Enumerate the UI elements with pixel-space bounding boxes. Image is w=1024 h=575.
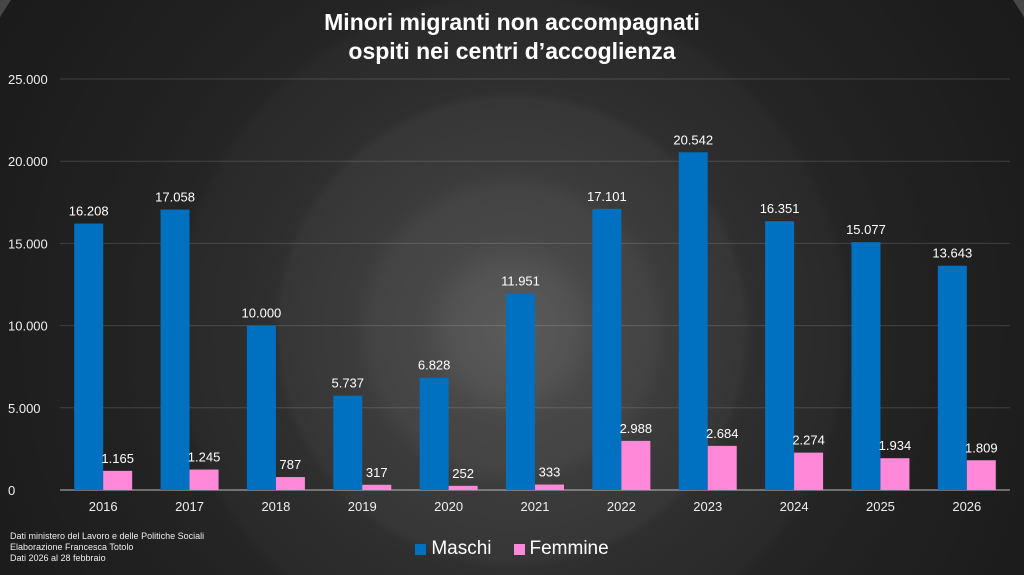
bar-maschi — [851, 242, 881, 490]
x-tick-label: 2025 — [866, 499, 895, 514]
x-tick-label: 2017 — [175, 499, 204, 514]
x-tick-label: 2016 — [89, 499, 118, 514]
bar-maschi — [333, 395, 363, 490]
x-tick-label: 2026 — [952, 499, 981, 514]
data-label-femmine: 2.988 — [620, 421, 653, 436]
bar-femmine — [275, 477, 305, 490]
data-label-femmine: 1.809 — [965, 440, 998, 455]
data-label-femmine: 1.245 — [188, 450, 221, 465]
source-line-2: Elaborazione Francesca Totolo — [10, 542, 134, 552]
y-tick-label: 0 — [8, 483, 15, 498]
legend-swatch-maschi — [415, 543, 427, 555]
y-tick-label: 10.000 — [8, 319, 48, 334]
data-label-maschi: 16.351 — [760, 201, 800, 216]
bar-femmine — [707, 445, 737, 490]
data-label-maschi: 16.208 — [69, 204, 109, 219]
data-label-maschi: 11.951 — [501, 274, 540, 289]
data-label-maschi: 17.101 — [587, 189, 627, 204]
title-line-1: Minori migranti non accompagnati — [324, 9, 700, 35]
data-label-maschi: 13.643 — [932, 246, 972, 261]
data-label-femmine: 787 — [280, 457, 302, 472]
data-label-maschi: 20.542 — [673, 132, 713, 147]
legend-label-femmine: Femmine — [529, 538, 609, 559]
legend-swatch-femmine — [513, 543, 525, 555]
legend: Maschi Femmine — [0, 538, 1024, 560]
bar-femmine — [448, 485, 478, 490]
data-label-femmine: 317 — [366, 465, 388, 480]
bar-maschi — [592, 208, 622, 490]
data-label-femmine: 252 — [452, 466, 474, 481]
bar-maschi — [160, 209, 190, 491]
source-note: Dati ministero del Lavoro e delle Politi… — [10, 531, 204, 564]
data-label-maschi: 17.058 — [155, 190, 195, 205]
y-tick-label: 20.000 — [8, 154, 48, 169]
data-label-maschi: 6.828 — [418, 358, 451, 373]
data-label-femmine: 2.684 — [706, 426, 739, 441]
bar-femmine — [966, 460, 996, 490]
x-tick-label: 2023 — [693, 499, 722, 514]
data-label-maschi: 15.077 — [846, 222, 886, 237]
bar-maschi — [506, 293, 535, 490]
data-label-femmine: 1.165 — [101, 451, 134, 466]
data-label-maschi: 5.737 — [331, 376, 364, 391]
x-tick-label: 2020 — [434, 499, 463, 514]
x-tick-label: 2018 — [261, 499, 290, 514]
bar-femmine — [189, 469, 219, 490]
bar-femmine — [794, 452, 824, 490]
bar-maschi — [765, 221, 795, 490]
title-line-2: ospiti nei centri d’accoglienza — [348, 38, 676, 64]
x-tick-label: 2019 — [348, 499, 377, 514]
x-tick-label: 2022 — [607, 499, 636, 514]
x-tick-label: 2021 — [521, 499, 550, 514]
legend-item-maschi: Maschi — [415, 538, 492, 560]
x-tick-label: 2024 — [780, 499, 809, 514]
legend-item-femmine: Femmine — [513, 538, 609, 560]
y-tick-label: 5.000 — [8, 401, 41, 416]
source-line-1: Dati ministero del Lavoro e delle Politi… — [10, 531, 205, 541]
bar-femmine — [362, 484, 392, 490]
y-tick-label: 15.000 — [8, 236, 48, 251]
bar-maschi — [246, 325, 276, 490]
data-label-femmine: 1.934 — [879, 438, 912, 453]
bar-femmine — [103, 470, 133, 490]
bar-femmine — [535, 484, 564, 490]
legend-label-maschi: Maschi — [431, 538, 492, 559]
bar-maschi — [74, 223, 104, 491]
chart-title: Minori migranti non accompagnati ospiti … — [0, 8, 1024, 66]
bar-maschi — [937, 265, 967, 490]
bar-maschi — [678, 152, 708, 490]
bar-maschi — [419, 377, 449, 490]
bar-femmine — [621, 440, 651, 490]
data-label-maschi: 10.000 — [242, 306, 282, 321]
bar-femmine — [880, 458, 910, 490]
data-label-femmine: 2.274 — [792, 433, 825, 448]
source-line-3: Dati 2026 al 28 febbraio — [10, 553, 106, 563]
data-label-femmine: 333 — [539, 465, 561, 480]
y-tick-label: 25.000 — [8, 72, 48, 87]
